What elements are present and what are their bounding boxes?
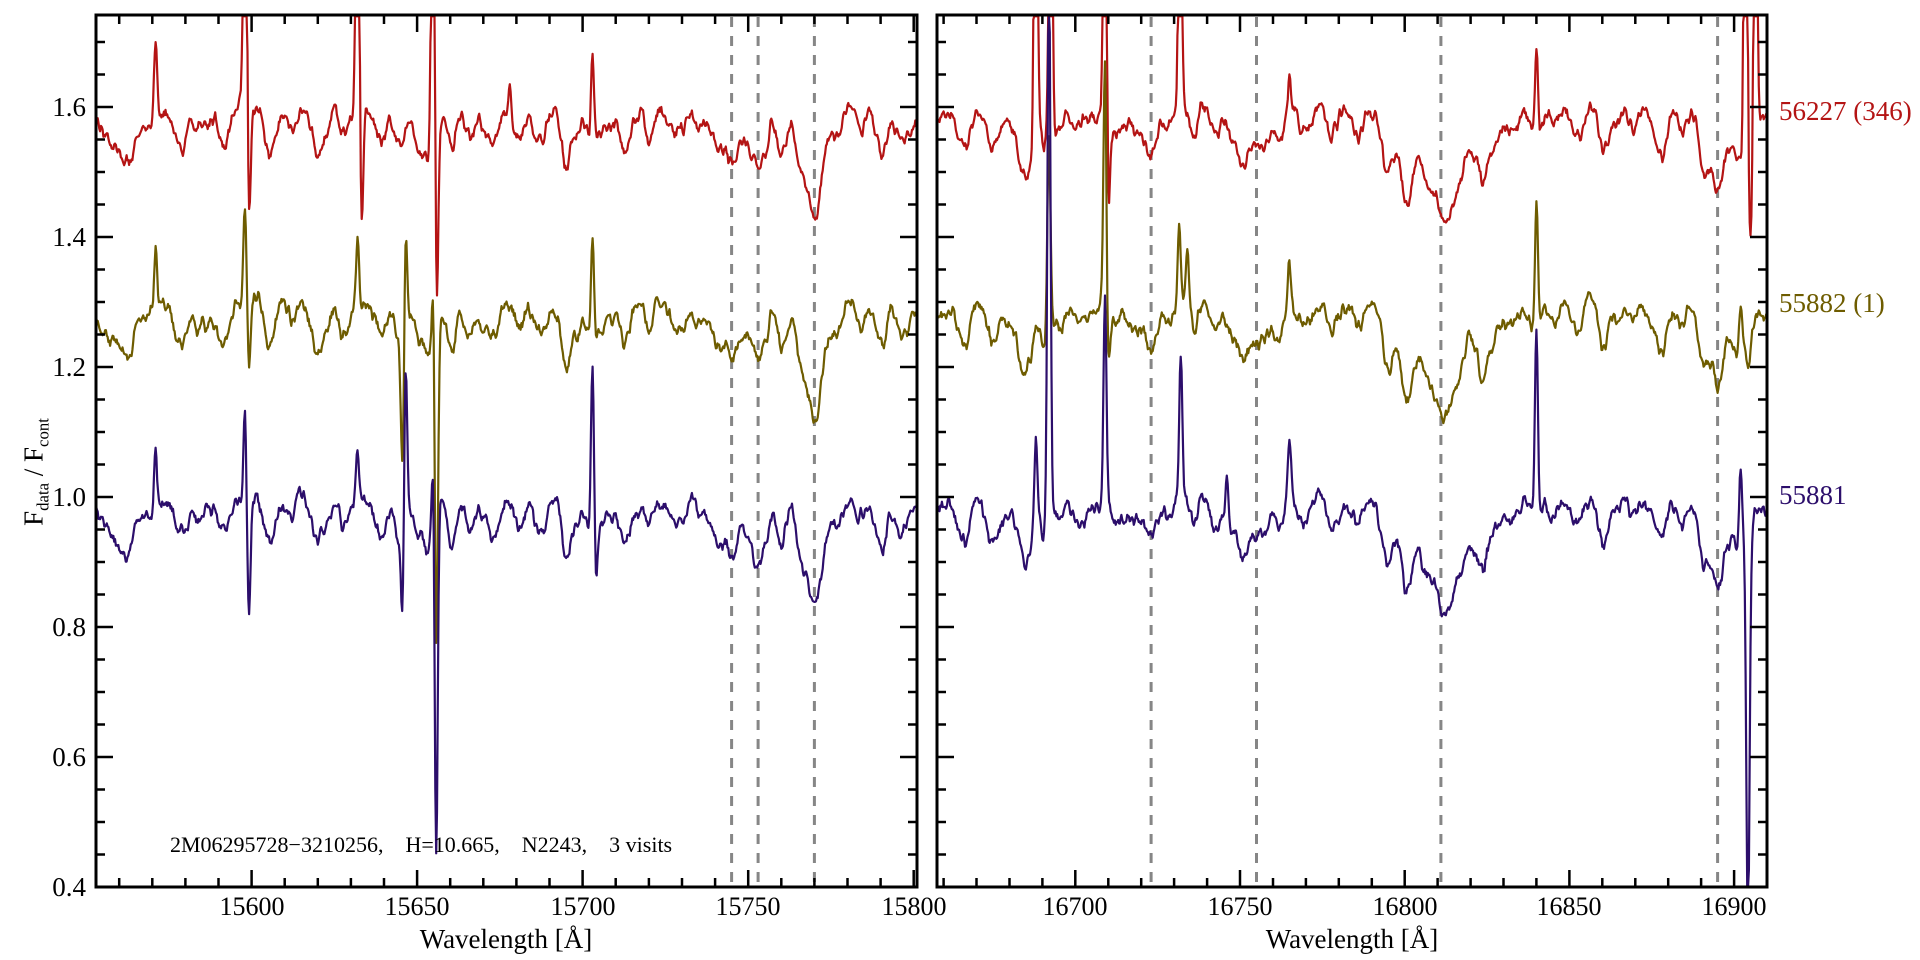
y-axis-title-sub-cont: cont (33, 418, 53, 447)
spectrum-55882-panel2 (935, 60, 1769, 425)
y-axis-title-f-data: F (18, 510, 49, 526)
y-tick-label: 0.8 (52, 612, 86, 642)
y-tick-label: 1.2 (52, 352, 86, 382)
x-tick-label: 15600 (219, 892, 285, 921)
x-axis-title-right-panel: Wavelength [Å] (1265, 924, 1439, 954)
spectrum-55882-panel1 (94, 208, 919, 645)
y-tick-label: 1.6 (52, 92, 86, 122)
spectrum-56227-panel1 (94, 15, 919, 297)
panel-frame-1 (94, 13, 919, 889)
y-tick-label: 1.0 (52, 482, 86, 512)
x-tick-label: 16800 (1372, 892, 1438, 921)
series-label-55882: 55882 (1) (1779, 288, 1885, 318)
x-tick-label: 15750 (715, 892, 781, 921)
y-tick-label: 0.4 (52, 872, 86, 902)
y-axis-title-divider: / F (18, 446, 49, 483)
x-tick-label: 16750 (1207, 892, 1273, 921)
x-tick-label: 15650 (384, 892, 450, 921)
spectrum-56227-panel2 (935, 15, 1769, 237)
target-annotation: 2M06295728−3210256, H=10.665, N2243, 3 v… (170, 832, 673, 857)
y-tick-label: 0.6 (52, 742, 86, 772)
x-tick-label: 15800 (881, 892, 947, 921)
spectrum-55881-panel1 (94, 365, 919, 855)
x-tick-label: 16900 (1701, 892, 1767, 921)
x-tick-label: 16850 (1536, 892, 1602, 921)
spectrum-55881-panel2 (935, 15, 1769, 887)
series-label-56227: 56227 (346) (1779, 96, 1912, 126)
x-axis-title-left-panel: Wavelength [Å] (419, 924, 593, 954)
x-tick-label: 15700 (550, 892, 616, 921)
x-tick-label: 16700 (1042, 892, 1108, 921)
series-label-55881: 55881 (1779, 480, 1847, 510)
panel-frame-2 (935, 13, 1769, 889)
y-tick-label: 1.4 (52, 222, 86, 252)
